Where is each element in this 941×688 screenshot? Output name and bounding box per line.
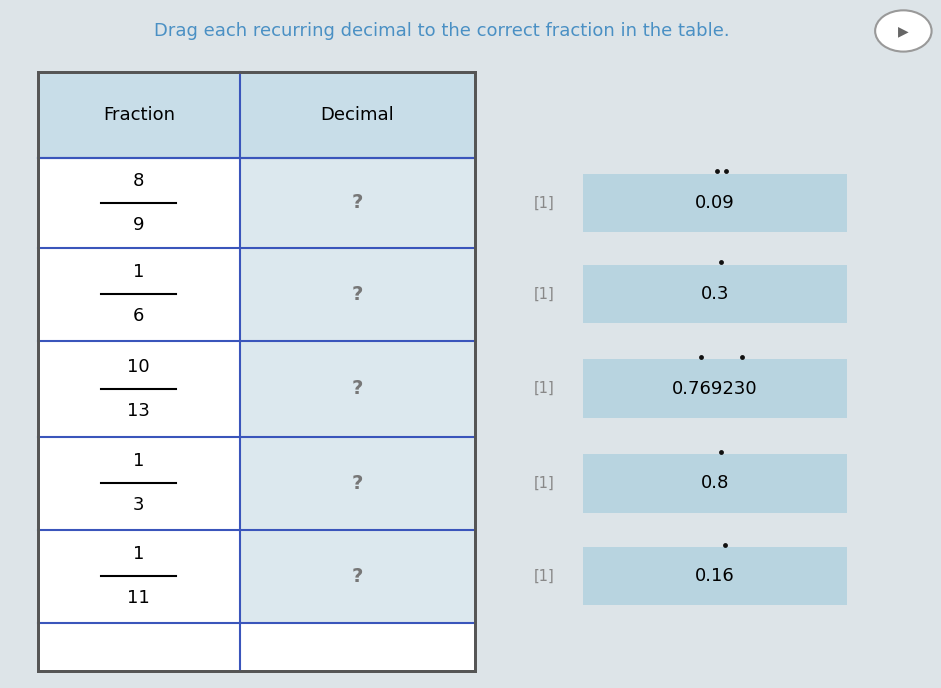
Text: 11: 11 [127,589,151,608]
FancyBboxPatch shape [38,72,475,671]
FancyBboxPatch shape [240,158,475,248]
Text: 1: 1 [133,545,145,563]
FancyBboxPatch shape [38,72,475,158]
Text: 1: 1 [133,263,145,281]
Text: [1]: [1] [534,287,554,301]
Text: ?: ? [352,567,363,585]
Text: 0.3: 0.3 [701,285,729,303]
Text: 10: 10 [127,358,151,376]
Text: 0.8: 0.8 [701,474,729,493]
Text: 6: 6 [133,307,145,325]
FancyBboxPatch shape [583,547,847,605]
FancyBboxPatch shape [583,359,847,418]
Text: ?: ? [352,379,363,398]
Text: ?: ? [352,193,363,213]
Text: ?: ? [352,474,363,493]
Text: 3: 3 [133,496,145,515]
FancyBboxPatch shape [240,437,475,530]
FancyBboxPatch shape [240,248,475,341]
Text: 8: 8 [133,172,145,190]
Text: 1: 1 [133,452,145,471]
Text: ▶: ▶ [898,24,909,38]
Text: [1]: [1] [534,476,554,491]
Text: [1]: [1] [534,381,554,396]
Text: Decimal: Decimal [321,106,394,125]
FancyBboxPatch shape [583,454,847,513]
FancyBboxPatch shape [583,173,847,232]
FancyBboxPatch shape [583,265,847,323]
FancyBboxPatch shape [240,341,475,437]
Circle shape [875,10,932,52]
Text: 9: 9 [133,216,145,234]
Text: 13: 13 [127,402,151,420]
Text: [1]: [1] [534,569,554,583]
Text: ?: ? [352,285,363,303]
Text: 0.16: 0.16 [695,567,735,585]
Text: [1]: [1] [534,195,554,211]
Text: Drag each recurring decimal to the correct fraction in the table.: Drag each recurring decimal to the corre… [154,22,730,40]
Text: Fraction: Fraction [103,106,175,125]
Text: 0.09: 0.09 [695,194,735,212]
FancyBboxPatch shape [240,530,475,623]
Text: 0.769230: 0.769230 [673,380,758,398]
